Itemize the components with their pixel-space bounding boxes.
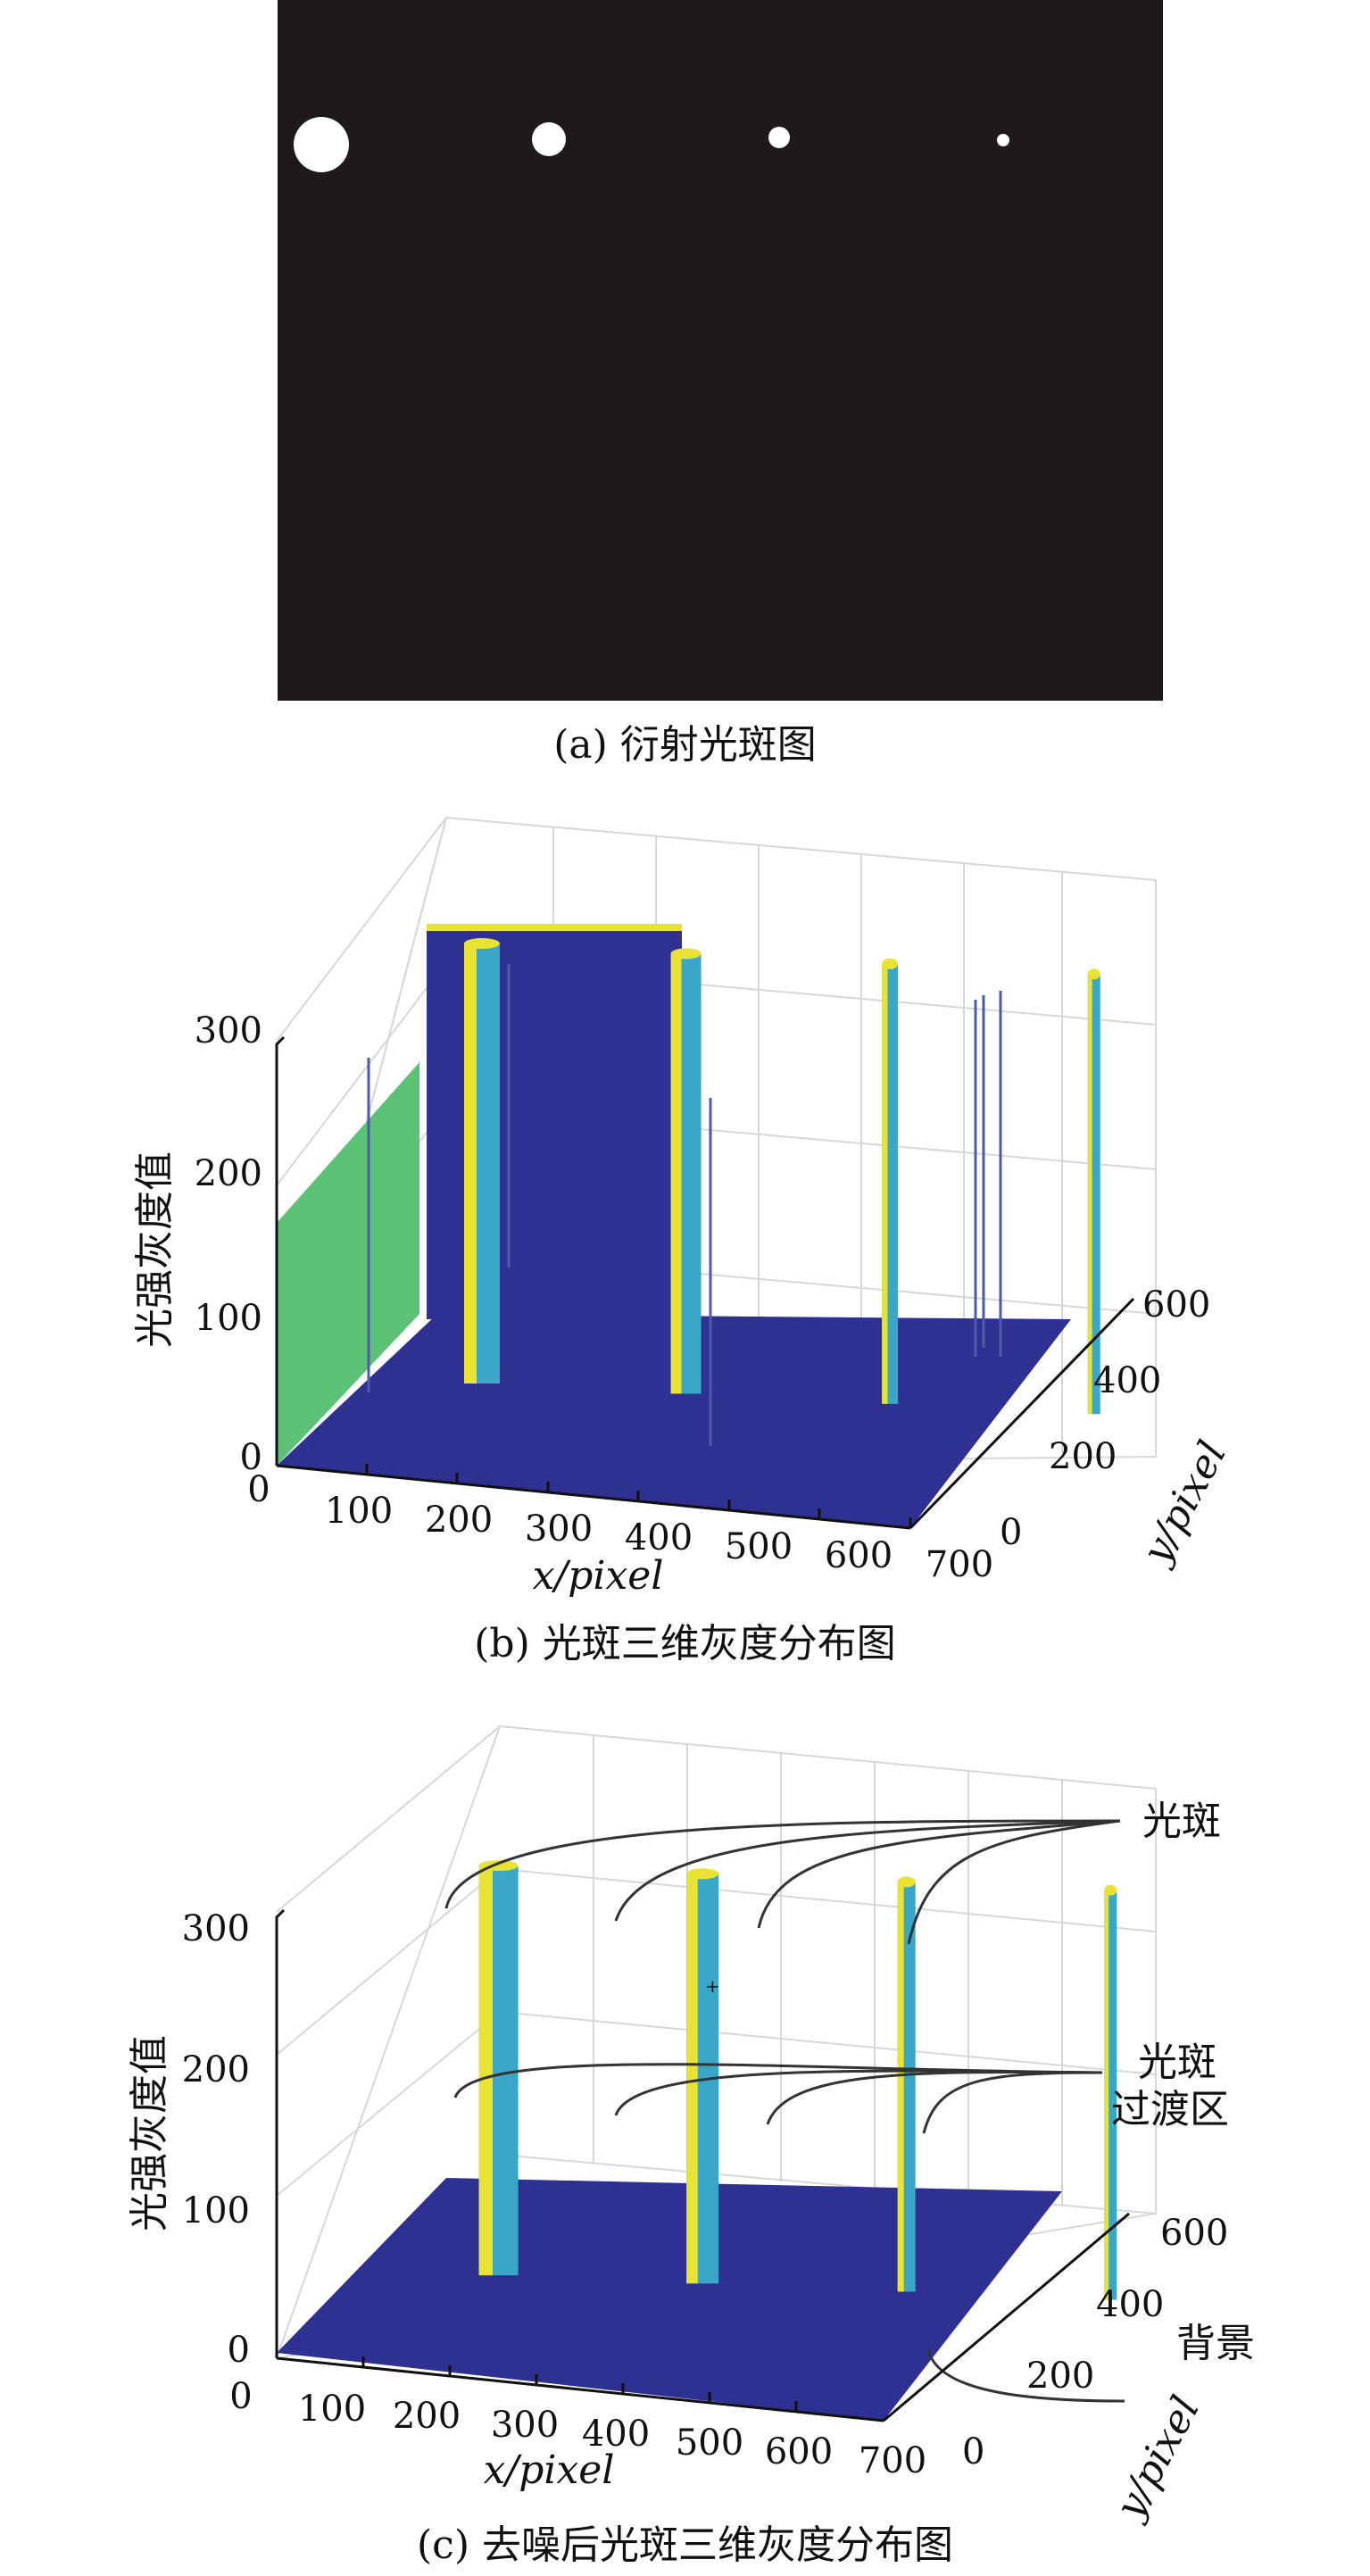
diffraction-image (278, 0, 1163, 701)
x-tick-600-c: 600 (765, 2431, 833, 2472)
caption-a: (a) 衍射光斑图 (553, 722, 817, 768)
plus-marker: + (705, 1975, 720, 1997)
peak-3-cap (897, 1876, 916, 1888)
y-tick-600-c: 600 (1160, 2213, 1228, 2254)
z-tick-0-c: 0 (228, 2330, 250, 2371)
peak-2-highlight (686, 1874, 698, 2284)
peak-4-cap (1104, 1884, 1117, 1896)
peaks-b (464, 938, 1100, 1415)
x-tick-300: 300 (525, 1508, 593, 1550)
z-tick-200-c: 200 (182, 2049, 250, 2090)
x-tick-200: 200 (425, 1500, 493, 1541)
peak-4-highlight (1104, 1890, 1109, 2300)
annotation-curves (444, 1819, 1125, 2403)
annotation-spot-2: 光斑 (1138, 2040, 1216, 2085)
caption-c: (c) 去噪后光斑三维灰度分布图 (417, 2522, 953, 2568)
x-tick-100-c: 100 (298, 2389, 366, 2430)
x-tick-marks-c (361, 2356, 798, 2412)
peak-2-cap (686, 1868, 719, 1880)
peak-3-highlight (882, 963, 888, 1404)
flat-panel-top (427, 924, 682, 931)
x-tick-marks-b (275, 1455, 912, 1528)
x-axis-label-b: x/pixel (533, 1553, 664, 1599)
peak-3-highlight (897, 1882, 904, 2292)
z-axis-label-b: 光强灰度值 (132, 1151, 178, 1348)
z-tick-0: 0 (240, 1437, 262, 1478)
y-tick-600: 600 (1142, 1284, 1210, 1325)
chart-c: + 光斑 光斑 过渡区 背景 0 100 2 (127, 1724, 1255, 2528)
caption-b: (b) 光斑三维灰度分布图 (474, 1621, 896, 1666)
y-axis-label-b: y/pixel (1133, 1433, 1235, 1572)
z-axis-label-c: 光强灰度值 (127, 2035, 172, 2231)
y-tick-200-c: 200 (1026, 2356, 1094, 2397)
base-plane-c (277, 2178, 1062, 2421)
annotation-spot: 光斑 (1142, 1799, 1221, 1844)
green-wall (277, 1062, 419, 1466)
y-tick-200: 200 (1049, 1436, 1117, 1477)
peak-1-highlight (464, 943, 477, 1384)
axes-b (275, 1035, 1135, 1530)
x-tick-0-c: 0 (229, 2376, 252, 2417)
z-tick-200: 200 (195, 1153, 262, 1194)
z-tick-100-c: 100 (182, 2190, 250, 2231)
panel-a: (a) 衍射光斑图 (0, 0, 1370, 768)
peak-2-highlight (670, 953, 682, 1394)
image-background (278, 0, 1163, 701)
y-axis-label-c: y/pixel (1106, 2389, 1208, 2527)
y-tick-400-c: 400 (1096, 2284, 1164, 2325)
z-tick-300-c: 300 (182, 1908, 250, 1949)
x-tick-400: 400 (625, 1517, 693, 1558)
y-tick-400: 400 (1093, 1360, 1161, 1401)
x-tick-200-c: 200 (393, 2396, 461, 2437)
x-tick-700: 700 (926, 1544, 993, 1585)
peak-1-highlight (478, 1866, 493, 2276)
chart-b: 0 100 200 300 0 100 200 300 400 500 600 … (132, 816, 1235, 1599)
x-tick-300-c: 300 (491, 2405, 559, 2446)
x-tick-500: 500 (725, 1526, 793, 1567)
z-tick-100: 100 (195, 1298, 262, 1339)
peak-1-cap (464, 938, 500, 949)
annotation-transition: 过渡区 (1111, 2087, 1229, 2132)
x-axis-label-c: x/pixel (484, 2447, 615, 2493)
peak-4-highlight (1087, 974, 1092, 1415)
peak-4-cap (1087, 968, 1100, 980)
spot-2 (532, 122, 566, 156)
y-tick-0: 0 (1000, 1512, 1022, 1553)
peak-3-cap (882, 958, 899, 969)
x-tick-100: 100 (325, 1491, 393, 1532)
panel-b: 0 100 200 300 0 100 200 300 400 500 600 … (0, 803, 1370, 1687)
axes-c (275, 1908, 1130, 2422)
panel-c: + 光斑 光斑 过渡区 背景 0 100 2 (0, 1714, 1370, 2572)
spot-4 (997, 134, 1009, 146)
z-tick-300: 300 (195, 1010, 262, 1051)
x-tick-400-c: 400 (582, 2414, 650, 2455)
peak-2-cap (670, 948, 702, 960)
y-tick-0-c: 0 (962, 2431, 984, 2472)
spot-3 (768, 127, 790, 148)
x-tick-600: 600 (825, 1535, 893, 1576)
spot-1 (294, 117, 349, 172)
x-tick-500-c: 500 (676, 2422, 743, 2464)
annotation-background: 背景 (1176, 2321, 1255, 2366)
x-tick-0: 0 (247, 1469, 270, 1510)
x-tick-700-c: 700 (859, 2440, 926, 2481)
